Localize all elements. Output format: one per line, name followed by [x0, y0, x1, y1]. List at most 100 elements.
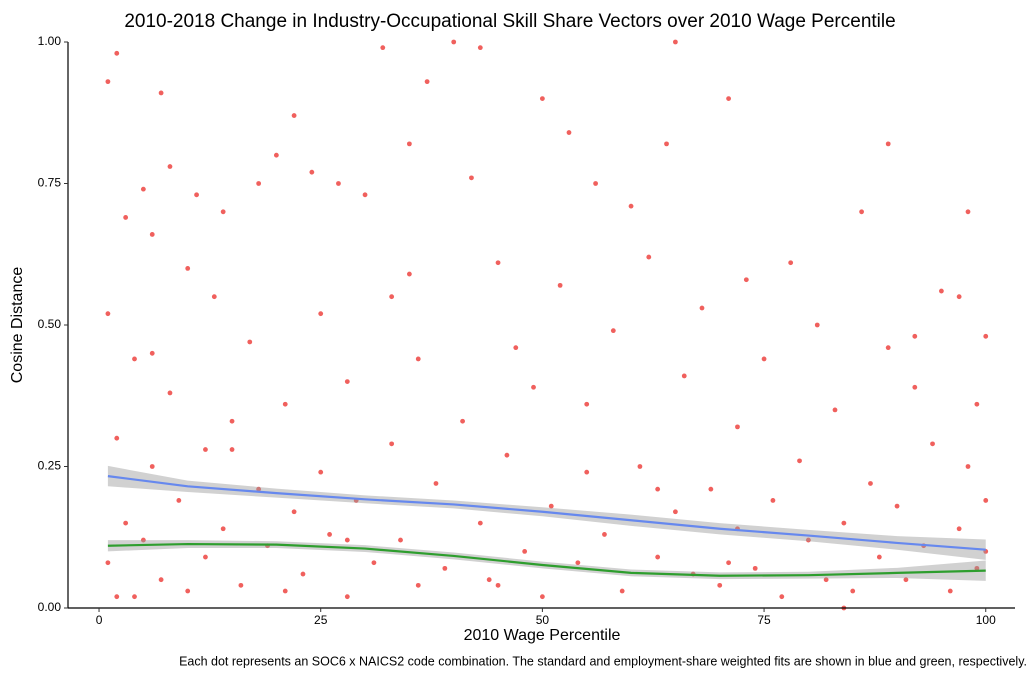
point	[256, 181, 262, 186]
point	[336, 181, 341, 186]
point	[486, 577, 492, 583]
point	[123, 520, 129, 526]
point	[619, 588, 625, 594]
point	[256, 486, 262, 492]
point	[318, 469, 324, 475]
point	[300, 571, 306, 577]
point	[797, 458, 802, 464]
point	[708, 486, 714, 492]
y-tick-label: 0.00	[38, 600, 62, 614]
x-tick-label: 50	[536, 613, 550, 627]
point	[273, 152, 279, 158]
x-tick-label: 75	[757, 613, 771, 627]
point	[699, 305, 705, 311]
point	[149, 232, 155, 237]
point	[823, 577, 829, 583]
point	[513, 345, 519, 351]
point	[362, 192, 368, 198]
point	[344, 594, 350, 600]
point	[158, 577, 164, 583]
point	[211, 294, 217, 300]
point	[885, 141, 891, 147]
point	[664, 141, 669, 147]
point	[717, 582, 723, 588]
point	[344, 537, 350, 543]
point	[584, 469, 590, 475]
point	[469, 175, 474, 181]
point	[282, 401, 288, 407]
point	[389, 441, 395, 447]
caption: Each dot represents an SOC6 x NAICS2 cod…	[179, 654, 1027, 668]
point	[229, 447, 235, 452]
point	[841, 520, 847, 526]
point	[477, 520, 483, 526]
point	[309, 169, 315, 175]
point	[318, 311, 324, 317]
y-tick-label: 0.50	[38, 317, 62, 331]
point	[504, 452, 510, 458]
point	[761, 356, 767, 362]
point	[433, 481, 439, 486]
point	[539, 96, 545, 101]
point	[947, 588, 953, 594]
point	[477, 45, 483, 51]
point	[876, 554, 882, 560]
point	[646, 254, 652, 260]
point	[655, 554, 661, 560]
point	[522, 549, 528, 554]
point	[770, 498, 776, 503]
point	[752, 565, 758, 571]
point	[779, 594, 785, 600]
point	[495, 260, 501, 266]
fit-line	[107, 542, 986, 577]
point	[140, 186, 146, 192]
point	[726, 96, 731, 101]
point	[548, 503, 554, 509]
point	[726, 560, 731, 566]
point	[451, 39, 457, 45]
point	[229, 418, 235, 424]
point	[593, 181, 598, 186]
point	[114, 594, 120, 600]
point	[974, 401, 980, 407]
point	[167, 390, 173, 396]
confidence-band	[107, 540, 986, 581]
point	[220, 209, 226, 215]
y-axis-label: Cosine Distance	[9, 267, 26, 384]
point	[158, 90, 164, 96]
point	[389, 294, 395, 300]
point	[398, 537, 403, 543]
point	[194, 192, 199, 198]
y-tick-label: 0.75	[38, 176, 62, 190]
point	[495, 582, 501, 588]
point	[442, 565, 448, 571]
point	[203, 554, 208, 560]
point	[140, 537, 146, 543]
point	[203, 447, 208, 452]
point	[610, 328, 616, 334]
point	[105, 79, 111, 85]
point	[655, 486, 661, 492]
point	[983, 333, 989, 339]
point	[974, 565, 980, 571]
point	[672, 39, 678, 45]
point	[406, 271, 412, 277]
point	[132, 594, 137, 600]
point	[681, 373, 687, 379]
x-axis-label: 2010 Wage Percentile	[464, 627, 621, 644]
point	[105, 311, 111, 317]
point	[167, 164, 173, 169]
point	[832, 407, 838, 413]
point	[406, 141, 412, 147]
x-tick-label: 25	[314, 613, 328, 627]
point	[859, 209, 865, 215]
point	[912, 333, 918, 339]
point	[371, 560, 377, 566]
point	[123, 215, 129, 220]
y-tick-label: 0.25	[38, 459, 62, 473]
point	[149, 464, 155, 469]
point	[788, 260, 794, 266]
chart-title: 2010-2018 Change in Industry-Occupationa…	[124, 11, 895, 32]
point	[575, 560, 581, 566]
